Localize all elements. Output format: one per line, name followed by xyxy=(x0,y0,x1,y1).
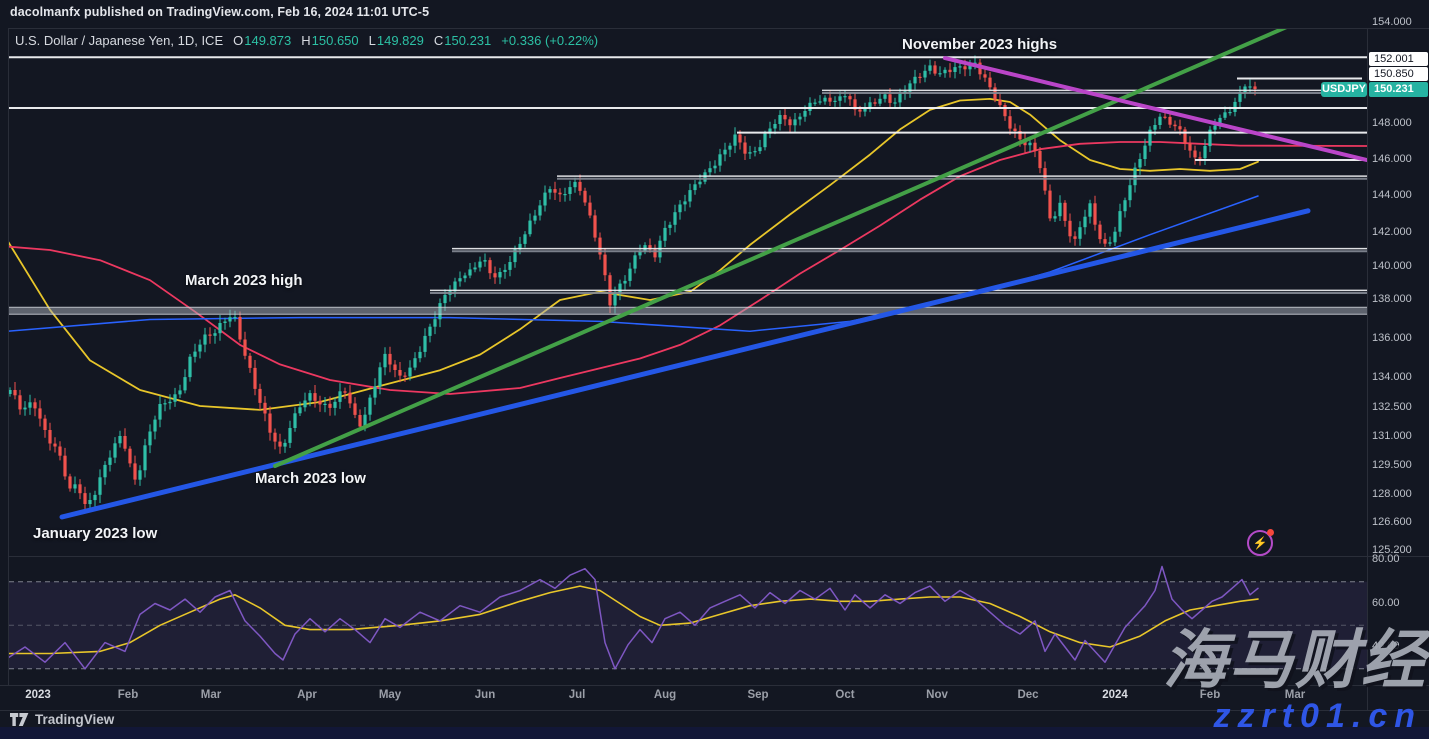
price-tick-label: 132.500 xyxy=(1372,401,1412,413)
tradingview-logo-text: TradingView xyxy=(35,712,115,727)
price-tick-label: 146.000 xyxy=(1372,153,1412,165)
time-axis-label: Mar xyxy=(200,689,222,701)
time-axis-label: May xyxy=(378,689,402,701)
pane-top-border xyxy=(8,28,1429,29)
price-tick-label: 134.000 xyxy=(1372,371,1412,383)
flash-refresh-button[interactable]: ⚡ xyxy=(1247,529,1274,556)
current-price-label: 150.231 xyxy=(1369,82,1428,97)
time-axis-label: 2024 xyxy=(1102,689,1128,701)
rsi-pane-divider xyxy=(8,556,1429,557)
watermark-cjk: 海马财经 xyxy=(1163,624,1427,696)
annotation-march-2023-high[interactable]: March 2023 high xyxy=(185,272,303,289)
time-axis-label: Nov xyxy=(926,689,948,701)
price-tick-label: 140.000 xyxy=(1372,260,1412,272)
symbol-legend[interactable]: U.S. Dollar / Japanese Yen, 1D, ICE O 149… xyxy=(15,33,598,48)
ohlc-low: L 149.829 xyxy=(369,33,424,48)
price-tick-label: 126.600 xyxy=(1372,516,1412,528)
price-alert-label-mid: 150.850 xyxy=(1369,67,1428,81)
ohlc-open: O 149.873 xyxy=(233,33,291,48)
price-tick-label: 125.200 xyxy=(1372,544,1412,556)
time-axis-label: Feb xyxy=(117,689,139,701)
open-value: 149.873 xyxy=(244,33,292,48)
time-axis-label: 2023 xyxy=(25,689,51,701)
rsi-tick-label: 60.00 xyxy=(1372,596,1400,609)
time-axis-bottom-border xyxy=(0,710,1429,711)
ohlc-close: C 150.231 xyxy=(434,33,491,48)
annotation-november-2023-highs[interactable]: November 2023 highs xyxy=(902,36,1058,53)
symbol-price-badge: USDJPY xyxy=(1321,82,1367,97)
time-axis-label: Apr xyxy=(297,689,317,701)
watermark-url: zzrt01.cn xyxy=(1213,697,1422,735)
ohlc-high: H 150.650 xyxy=(301,33,358,48)
lightning-icon: ⚡ xyxy=(1252,536,1268,550)
close-label: C xyxy=(433,33,444,48)
notification-dot-icon xyxy=(1267,529,1274,536)
rsi-tick-label: 40.00 xyxy=(1372,640,1400,652)
publish-bar: dacolmanfx published on TradingView.com,… xyxy=(10,5,429,19)
low-label: L xyxy=(368,33,376,48)
symbol-title[interactable]: U.S. Dollar / Japanese Yen, 1D, ICE xyxy=(15,33,224,48)
time-axis-label: Sep xyxy=(747,689,769,701)
price-axis-divider xyxy=(1367,28,1368,710)
time-axis-label: Feb xyxy=(1199,689,1221,701)
publish-info-text: dacolmanfx published on TradingView.com,… xyxy=(10,5,430,19)
price-tick-label: 154.000 xyxy=(1372,16,1412,28)
annotation-january-2023-low[interactable]: January 2023 low xyxy=(33,525,158,542)
change-value: +0.336 (+0.22%) xyxy=(501,33,599,48)
time-axis-label: Aug xyxy=(653,689,677,701)
bottom-bar xyxy=(0,727,1429,739)
price-tick-label: 138.000 xyxy=(1372,293,1412,305)
price-tick-label: 144.000 xyxy=(1372,189,1412,201)
annotation-march-2023-low[interactable]: March 2023 low xyxy=(255,470,366,487)
time-axis-label: Oct xyxy=(835,689,855,701)
time-axis-label: Jul xyxy=(568,689,586,701)
time-axis-top-border xyxy=(0,685,1429,686)
price-tick-label: 128.000 xyxy=(1372,488,1412,500)
high-value: 150.650 xyxy=(311,33,359,48)
close-value: 150.231 xyxy=(444,33,492,48)
price-tick-label: 136.000 xyxy=(1372,332,1412,344)
low-value: 149.829 xyxy=(376,33,424,48)
time-axis-label: Mar xyxy=(1284,689,1306,701)
time-axis-label: Jun xyxy=(474,689,496,701)
price-tick-label: 142.000 xyxy=(1372,226,1412,238)
time-axis-label: Dec xyxy=(1017,689,1039,701)
pane-left-border xyxy=(8,28,9,685)
tradingview-logo[interactable]: TradingView xyxy=(10,712,114,727)
price-tick-label: 129.500 xyxy=(1372,459,1412,471)
price-tick-label: 131.000 xyxy=(1372,430,1412,442)
high-label: H xyxy=(301,33,311,48)
price-tick-label: 148.000 xyxy=(1372,117,1412,129)
price-alert-label-high: 152.001 xyxy=(1369,52,1428,66)
rsi-tick-label: 80.00 xyxy=(1372,553,1400,565)
tradingview-logo-icon xyxy=(10,713,29,726)
open-label: O xyxy=(233,33,244,48)
